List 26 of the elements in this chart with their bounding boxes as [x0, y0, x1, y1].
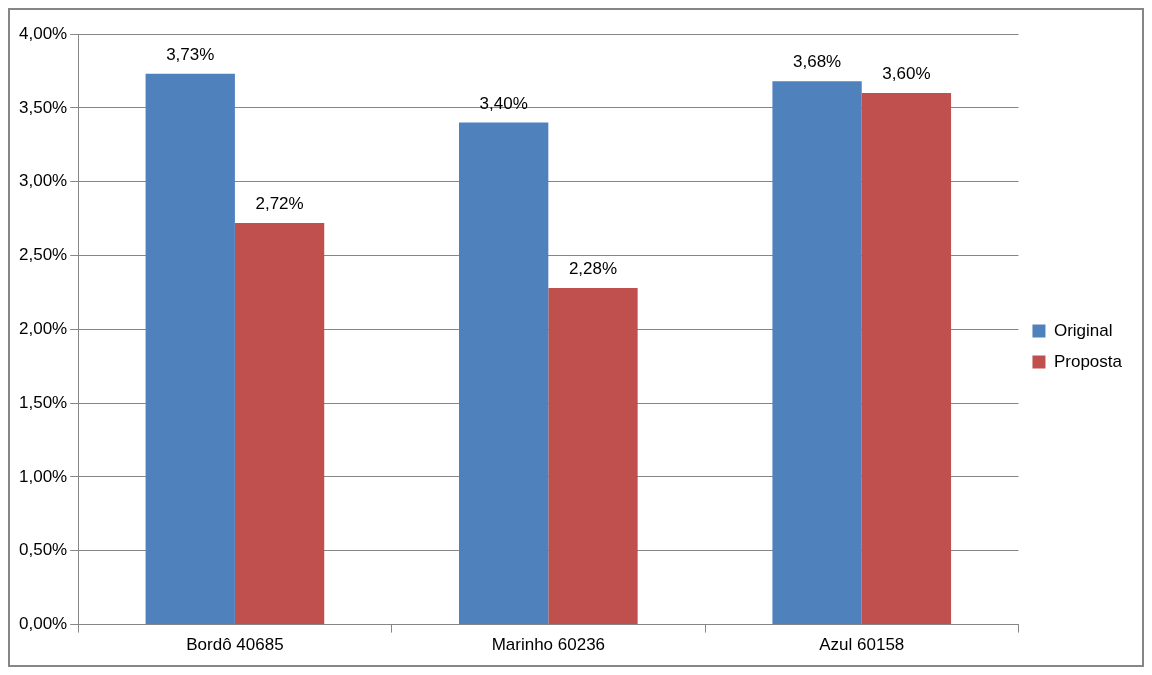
- bar: [861, 93, 952, 625]
- y-tick-label: 1,00%: [19, 466, 68, 486]
- y-tick-label: 3,50%: [19, 97, 68, 117]
- y-tick-label: 0,00%: [19, 614, 68, 634]
- y-tick-label: 4,00%: [19, 23, 68, 43]
- data-label: 2,72%: [255, 194, 304, 214]
- y-tick-label: 0,50%: [19, 540, 68, 560]
- y-tick-label: 3,00%: [19, 171, 68, 191]
- bar: [234, 222, 325, 625]
- data-label: 3,40%: [479, 93, 528, 113]
- y-tick-label: 2,50%: [19, 245, 68, 265]
- data-label: 3,68%: [792, 52, 842, 72]
- x-tick-label: Bordô 40685: [186, 635, 284, 655]
- y-tick-label: 2,00%: [19, 318, 68, 338]
- data-label: 2,28%: [568, 259, 618, 279]
- x-tick-label: Azul 60158: [819, 635, 905, 655]
- x-tick-label: Marinho 60236: [491, 635, 606, 655]
- bar: [145, 73, 235, 625]
- y-tick-label: 1,50%: [19, 392, 68, 412]
- data-label: 3,60%: [882, 64, 931, 84]
- bar: [548, 287, 638, 625]
- bar: [772, 81, 862, 625]
- legend-label: Original: [1053, 320, 1113, 340]
- data-label: 3,73%: [166, 45, 215, 65]
- legend-label: Proposta: [1053, 351, 1123, 371]
- bar: [459, 122, 549, 625]
